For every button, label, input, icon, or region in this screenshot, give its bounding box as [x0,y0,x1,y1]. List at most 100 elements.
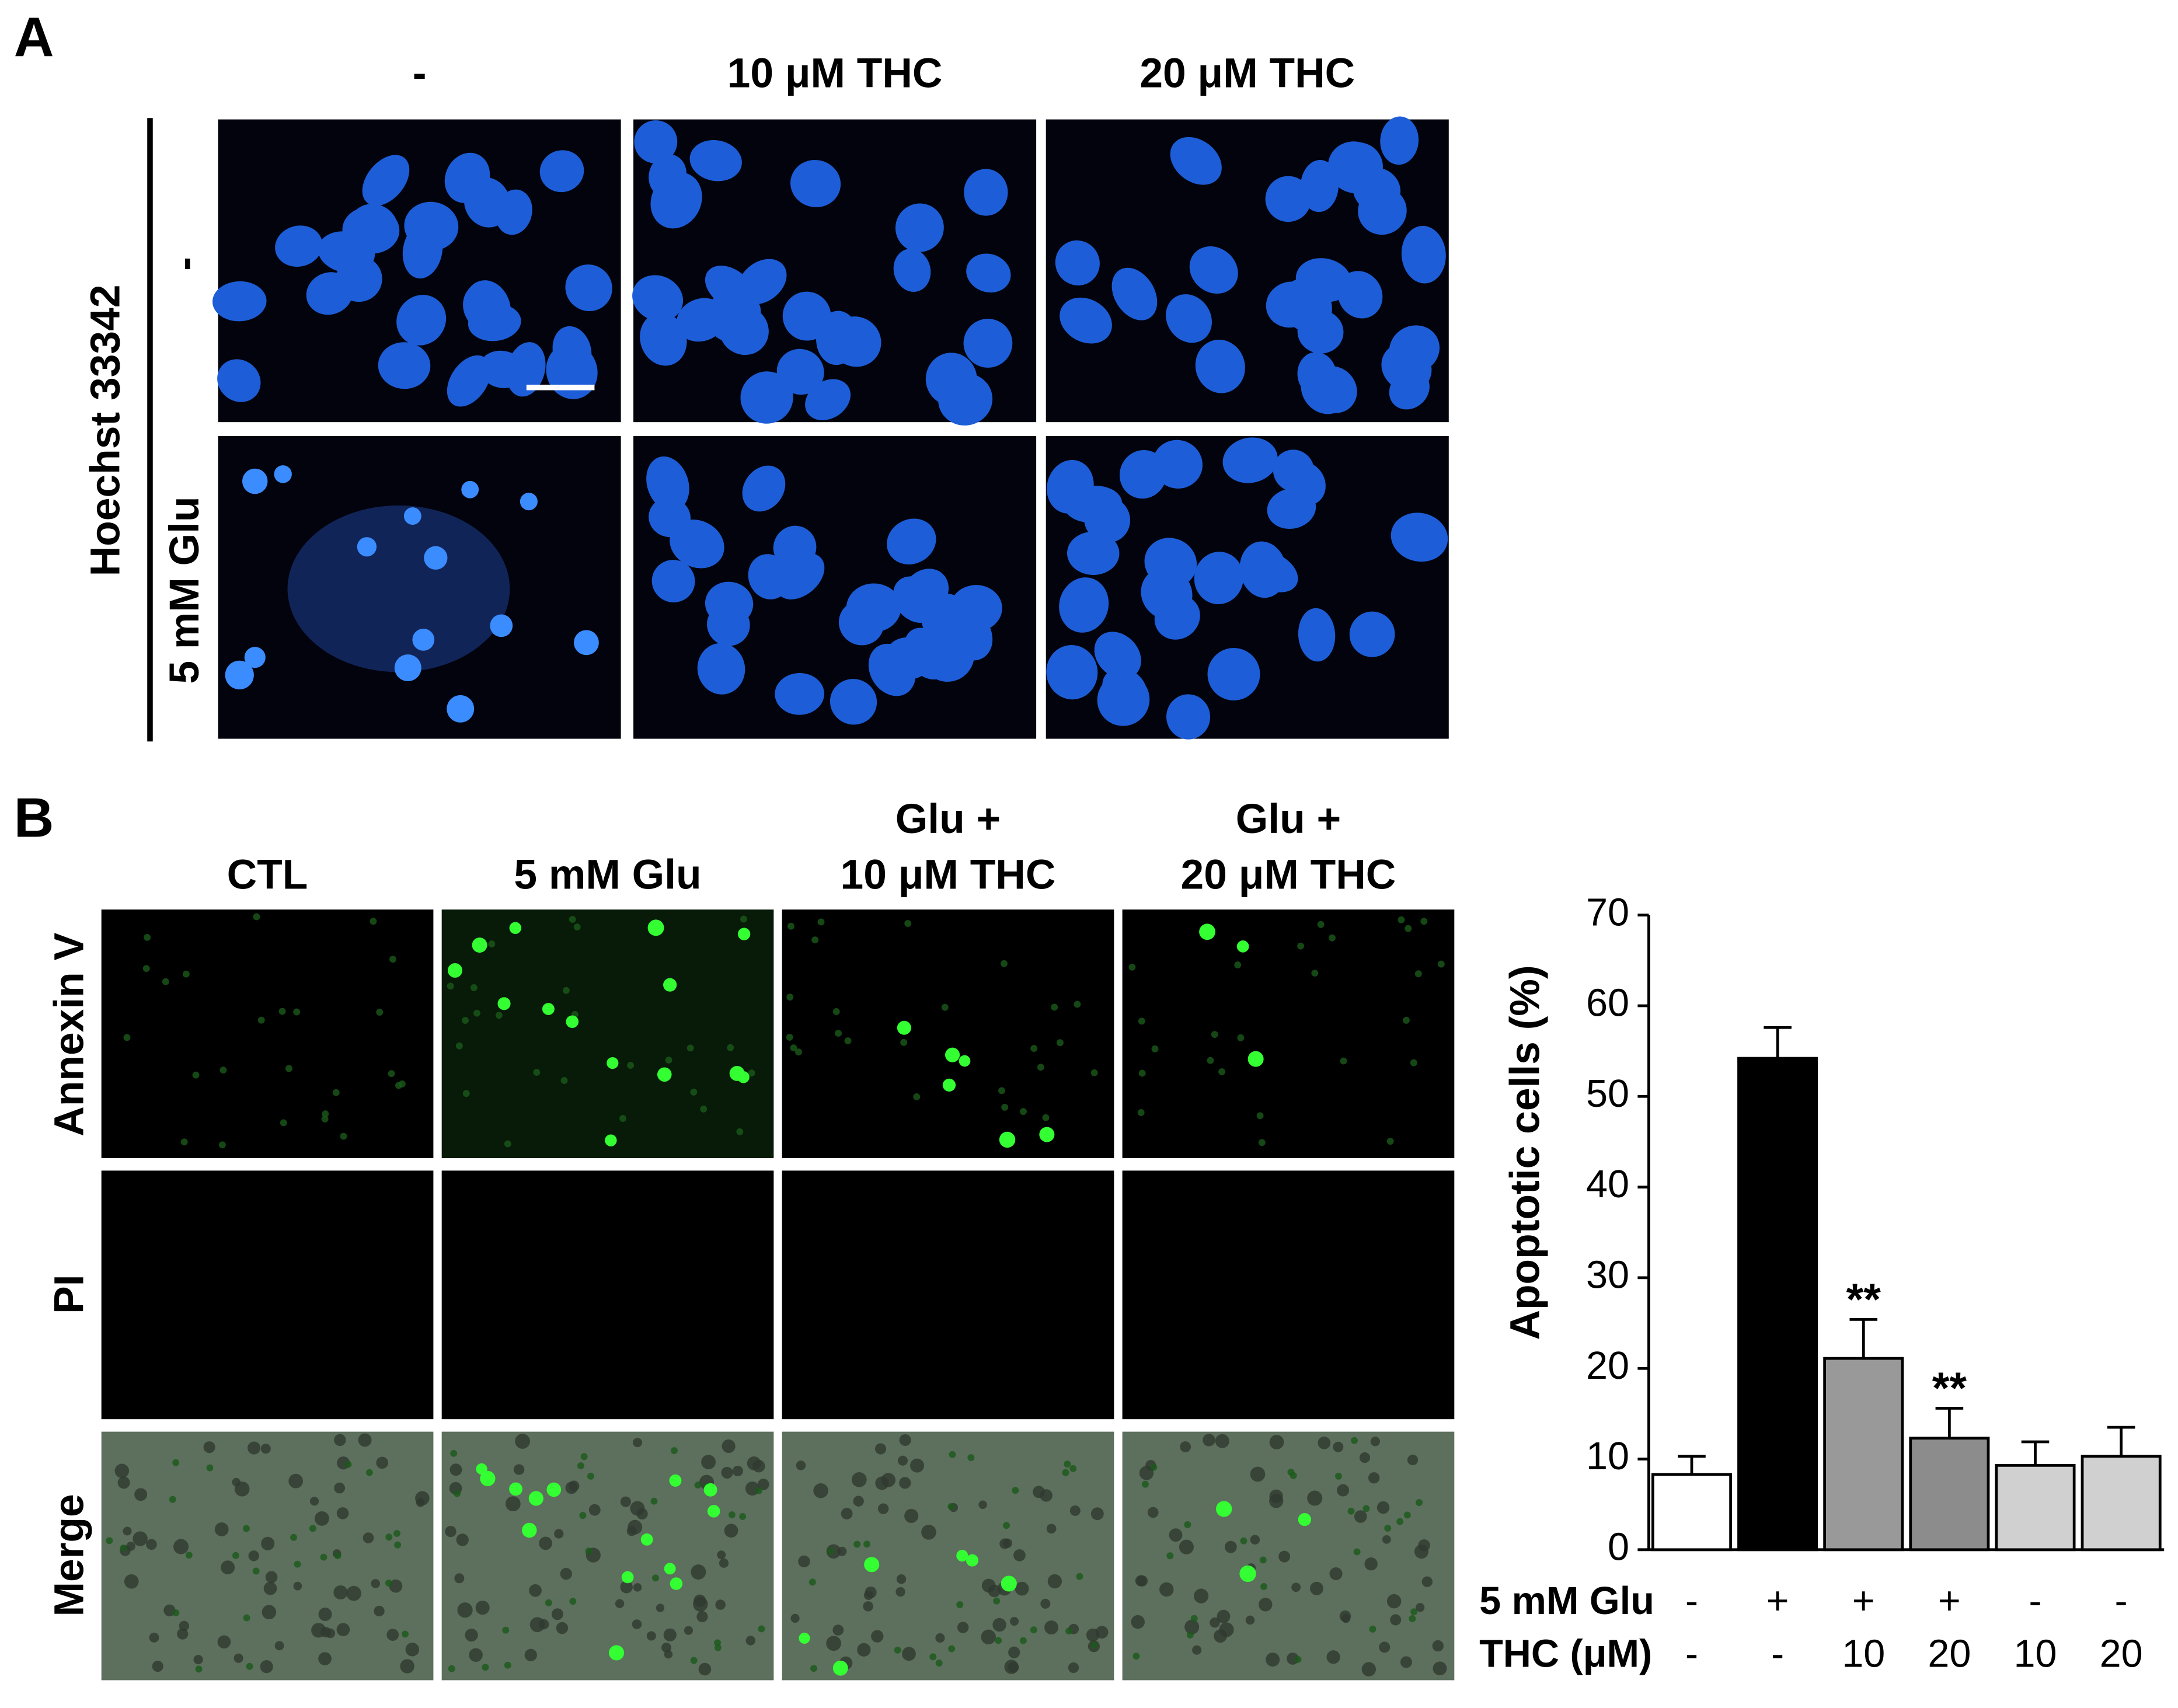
column-label: Glu + [1236,796,1341,842]
bar [2081,1455,2162,1552]
image-bg [101,1170,434,1420]
nucleus [830,679,877,725]
faint-cell [243,1525,250,1532]
nucleus [212,281,267,322]
nucleus [274,465,292,483]
cell [465,1628,478,1642]
cell [371,1579,381,1588]
apoptotic-cell [966,1554,978,1567]
faint-cell [185,1552,193,1559]
cell [1414,1545,1429,1559]
y-axis-label: Apoptotic cells (%) [1501,965,1548,1340]
apoptotic-cell [1039,1127,1055,1142]
nucleus [646,456,689,511]
faint-cell [144,933,151,941]
faint-cell [577,1462,584,1469]
cell [1010,1617,1019,1626]
cell [1203,1434,1215,1446]
cell [1245,1615,1255,1625]
cell [715,1599,726,1610]
nucleus [1401,225,1446,284]
faint-cell [1414,970,1422,978]
cell [1341,1613,1351,1623]
faint-cell [811,936,819,944]
cell [260,1660,273,1674]
micrograph [101,1431,434,1681]
cell [1159,1582,1174,1597]
faint-cell [180,1138,188,1146]
faint-cell [627,1062,635,1069]
faint-cell [1003,1522,1010,1529]
nucleus [217,359,261,402]
y-tick-label: 20 [1586,1344,1629,1388]
micrograph [782,909,1114,1158]
cell [1184,1619,1200,1634]
apoptotic-cell [670,1577,683,1590]
nucleus [362,155,410,206]
faint-cell [376,1009,384,1016]
cell [1008,1646,1020,1658]
faint-cell [470,984,478,991]
cell [274,1641,284,1651]
cell [790,1613,800,1623]
nucleus [378,342,431,389]
nucleus [805,379,851,420]
nucleus [1239,541,1287,598]
cell [262,1605,277,1620]
cell [693,1597,708,1612]
faint-cell [1076,1573,1083,1580]
cell [691,1564,706,1580]
condition-value: - [1685,1633,1698,1676]
cell [877,1503,889,1514]
apoptotic-cell [737,1071,750,1083]
faint-cell [334,1552,341,1560]
faint-cell [1166,1552,1174,1560]
image-bg [101,909,434,1158]
cell [1310,1581,1323,1595]
faint-cell [1386,1138,1394,1145]
cell [798,1555,810,1568]
cell [475,1601,490,1615]
cell [336,1623,350,1637]
nucleus [1222,437,1278,483]
y-tick-label: 10 [1586,1435,1629,1478]
faint-cell [257,1016,265,1024]
faint-cell [388,1070,395,1078]
faint-cell [810,1665,817,1672]
nucleus [424,546,448,570]
micrograph [441,909,774,1158]
cell [318,1608,332,1621]
faint-cell [1353,1548,1361,1556]
cell [152,1660,163,1672]
cell [1359,1452,1371,1463]
faint-cell [370,918,377,925]
cell [117,1476,130,1489]
micrograph [632,119,1037,426]
cell [896,1574,907,1584]
nucleus [1046,645,1098,700]
nucleus [1166,294,1212,343]
nucleus [225,660,254,690]
cell [1224,1540,1237,1553]
faint-cell [1218,1068,1226,1076]
cell [1269,1494,1284,1508]
faint-cell [786,994,794,1001]
panel-label: B [14,787,54,849]
cell [721,1466,733,1479]
faint-cell [340,1132,347,1140]
faint-cell [1186,1631,1194,1639]
cell [293,1581,302,1591]
cell [663,1628,677,1641]
cell [620,1580,633,1594]
faint-cell [321,1115,329,1123]
apoptotic-cell [864,1557,880,1573]
apoptotic-cell [566,1015,579,1029]
cell [1416,1603,1425,1612]
apoptotic-cell [657,1067,672,1082]
cell [1131,1615,1145,1629]
faint-cell [569,916,576,923]
faint-cell [1062,1469,1069,1476]
apoptotic-cell [703,1483,717,1497]
apoptotic-cell [1236,940,1249,953]
cell [457,1602,473,1618]
